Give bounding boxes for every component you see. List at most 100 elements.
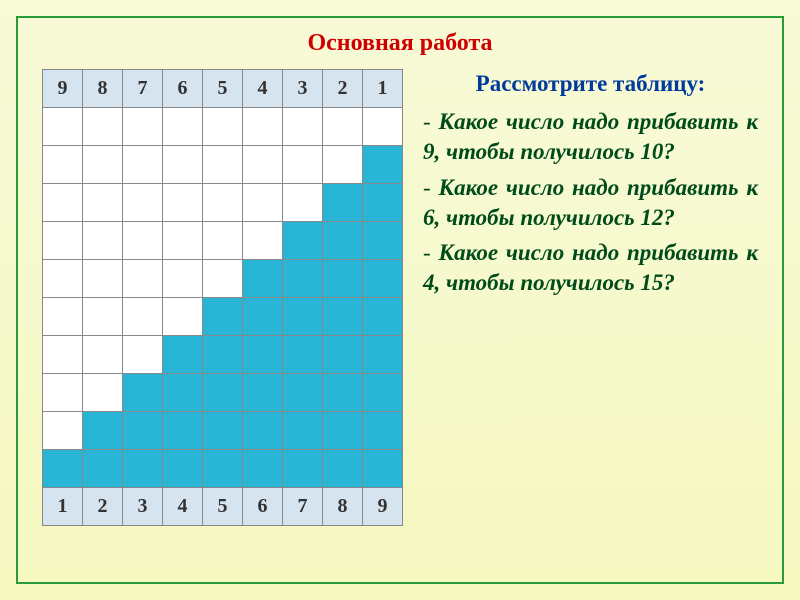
grid-cell-filled — [283, 374, 323, 412]
grid-cell-empty — [283, 146, 323, 184]
grid-cell-empty — [43, 298, 83, 336]
grid-cell-filled — [323, 184, 363, 222]
content-frame: Основная работа 987654321123456789 Рассм… — [16, 16, 784, 584]
grid-cell-filled — [283, 450, 323, 488]
grid-cell-filled — [243, 450, 283, 488]
grid-cell-filled — [163, 336, 203, 374]
grid-cell-filled — [43, 450, 83, 488]
grid-cell-filled — [323, 374, 363, 412]
grid-cell-filled — [283, 412, 323, 450]
grid-cell-filled — [323, 412, 363, 450]
grid-header-bottom: 2 — [83, 488, 123, 526]
grid-cell-empty — [43, 374, 83, 412]
grid-cell-empty — [83, 374, 123, 412]
grid-cell-empty — [43, 412, 83, 450]
grid-header-bottom: 6 — [243, 488, 283, 526]
grid-cell-empty — [83, 298, 123, 336]
grid-cell-empty — [163, 146, 203, 184]
grid-cell-empty — [283, 184, 323, 222]
grid-cell-filled — [163, 412, 203, 450]
grid-header-top: 6 — [163, 70, 203, 108]
question-dash: - — [423, 240, 438, 265]
grid-header-bottom: 9 — [363, 488, 403, 526]
question-item: - Какое число надо прибавить к 4, чтобы … — [423, 238, 758, 298]
grid-cell-empty — [83, 146, 123, 184]
grid-cell-filled — [203, 450, 243, 488]
grid-cell-filled — [123, 450, 163, 488]
grid-cell-empty — [163, 298, 203, 336]
question-item: - Какое число надо прибавить к 9, чтобы … — [423, 107, 758, 167]
grid-cell-empty — [123, 184, 163, 222]
grid-cell-filled — [363, 336, 403, 374]
grid-header-bottom: 1 — [43, 488, 83, 526]
grid-cell-filled — [123, 374, 163, 412]
grid-cell-empty — [203, 108, 243, 146]
grid-header-bottom: 8 — [323, 488, 363, 526]
grid-cell-empty — [163, 108, 203, 146]
question-dash: - — [423, 109, 438, 134]
grid-cell-empty — [363, 108, 403, 146]
grid-cell-empty — [123, 260, 163, 298]
grid-cell-empty — [203, 222, 243, 260]
grid-cell-empty — [123, 108, 163, 146]
grid-header-top: 2 — [323, 70, 363, 108]
grid-cell-empty — [123, 146, 163, 184]
grid-cell-filled — [363, 374, 403, 412]
grid-cell-filled — [123, 412, 163, 450]
grid-cell-filled — [363, 412, 403, 450]
grid-cell-empty — [243, 146, 283, 184]
grid-cell-empty — [43, 260, 83, 298]
grid-header-top: 8 — [83, 70, 123, 108]
grid-cell-filled — [323, 260, 363, 298]
grid-cell-empty — [243, 108, 283, 146]
grid-cell-empty — [123, 336, 163, 374]
grid-cell-filled — [243, 374, 283, 412]
grid-cell-filled — [283, 222, 323, 260]
grid-cell-filled — [203, 336, 243, 374]
grid-cell-filled — [283, 260, 323, 298]
grid-header-bottom: 4 — [163, 488, 203, 526]
grid-cell-empty — [203, 146, 243, 184]
grid-cell-empty — [43, 108, 83, 146]
grid-cell-filled — [203, 298, 243, 336]
number-grid: 987654321123456789 — [42, 69, 403, 526]
grid-header-top: 5 — [203, 70, 243, 108]
grid-cell-empty — [43, 184, 83, 222]
grid-cell-empty — [83, 222, 123, 260]
grid-cell-filled — [363, 146, 403, 184]
panel-heading: Рассмотрите таблицу: — [423, 69, 758, 99]
grid-cell-empty — [43, 222, 83, 260]
question-text: Какое число надо прибавить к 4, чтобы по… — [423, 240, 758, 295]
grid-cell-empty — [43, 146, 83, 184]
grid-cell-filled — [283, 298, 323, 336]
grid-cell-filled — [203, 374, 243, 412]
grid-cell-filled — [323, 450, 363, 488]
grid-cell-filled — [243, 298, 283, 336]
grid-header-top: 3 — [283, 70, 323, 108]
grid-cell-empty — [83, 184, 123, 222]
grid-header-top: 4 — [243, 70, 283, 108]
grid-cell-filled — [163, 450, 203, 488]
grid-cell-filled — [363, 260, 403, 298]
question-text: Какое число надо прибавить к 6, чтобы по… — [423, 175, 758, 230]
grid-cell-empty — [203, 184, 243, 222]
grid-cell-empty — [43, 336, 83, 374]
grid-header-top: 1 — [363, 70, 403, 108]
grid-cell-empty — [163, 222, 203, 260]
grid-cell-empty — [203, 260, 243, 298]
grid-cell-filled — [283, 336, 323, 374]
grid-cell-empty — [123, 222, 163, 260]
grid-cell-empty — [163, 260, 203, 298]
grid-cell-empty — [323, 108, 363, 146]
grid-cell-filled — [243, 260, 283, 298]
grid-cell-filled — [363, 222, 403, 260]
grid-cell-empty — [83, 260, 123, 298]
grid-cell-filled — [243, 412, 283, 450]
grid-header-bottom: 5 — [203, 488, 243, 526]
grid-cell-filled — [323, 336, 363, 374]
grid-cell-filled — [323, 298, 363, 336]
text-panel: Рассмотрите таблицу: - Какое число надо … — [423, 69, 758, 304]
grid-header-top: 9 — [43, 70, 83, 108]
grid-cell-empty — [243, 222, 283, 260]
grid-cell-filled — [363, 450, 403, 488]
